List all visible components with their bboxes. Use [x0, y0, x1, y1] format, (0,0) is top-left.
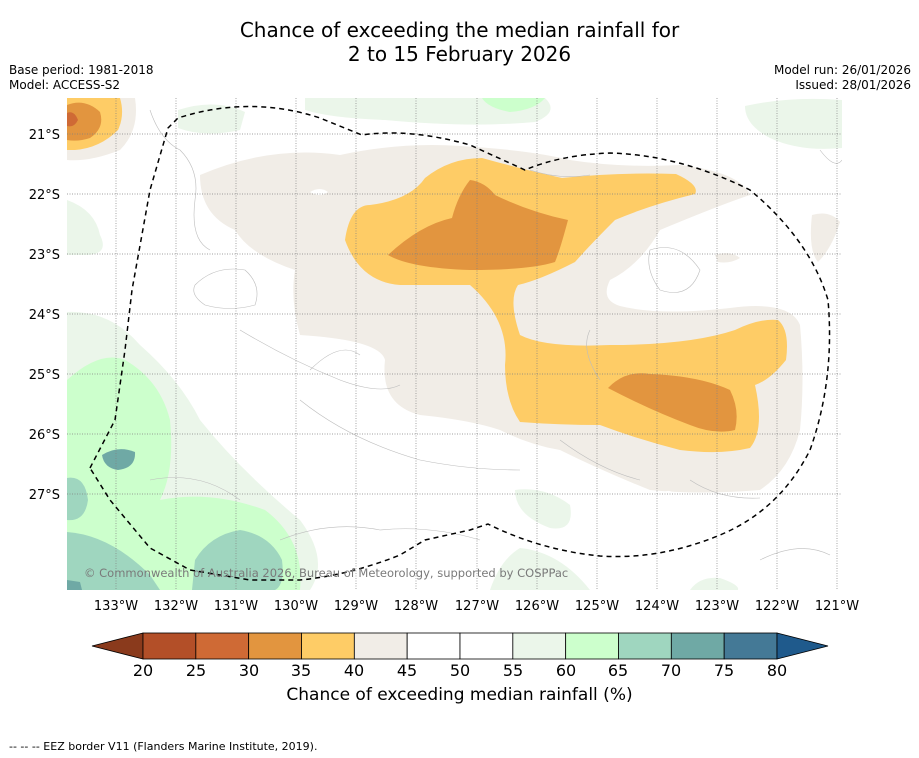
meta-left: Base period: 1981-2018 Model: ACCESS-S2	[9, 63, 154, 93]
eez-border	[89, 105, 831, 581]
orange-deep-spot-west	[67, 112, 78, 127]
colorbar-high-extension	[776, 632, 829, 660]
beige-region-east	[810, 213, 840, 262]
map-title: Chance of exceeding the median rainfall …	[0, 18, 919, 66]
latitude-labels: 21°S 22°S 23°S 24°S 25°S 26°S 27°S	[29, 128, 60, 503]
colorbar-tick: 45	[397, 661, 417, 680]
copyright-notice: © Commonwealth of Australia 2026, Bureau…	[84, 566, 568, 580]
lon-label: 125°W	[575, 599, 619, 614]
colorbar-cell	[195, 632, 250, 660]
lon-label: 121°W	[815, 599, 859, 614]
colorbar-tick: 35	[291, 661, 311, 680]
colorbar-cell	[406, 632, 461, 660]
beige-region-patch	[715, 253, 740, 263]
colorbar-tick: 25	[186, 661, 206, 680]
lat-label: 26°S	[29, 428, 60, 443]
colorbar-tick: 55	[503, 661, 523, 680]
colorbar-tick: 30	[239, 661, 259, 680]
colorbar-tick: 80	[767, 661, 787, 680]
base-period: Base period: 1981-2018	[9, 63, 154, 77]
green-pale-region-west	[67, 200, 103, 255]
lat-label: 21°S	[29, 128, 60, 143]
graticule	[67, 98, 842, 590]
meta-right: Model run: 26/01/2026 Issued: 28/01/2026	[774, 63, 911, 93]
colorbar-tick: 60	[556, 661, 576, 680]
eez-legend-note: -- -- -- EEZ border V11 (Flanders Marine…	[9, 740, 318, 753]
colorbar-cell	[142, 632, 197, 660]
contour-lines	[149, 109, 842, 561]
lat-label: 22°S	[29, 188, 60, 203]
teal-light-region-2	[67, 532, 160, 590]
colorbar-cell	[353, 632, 408, 660]
colorbar: 20 25 30 35 40 45 50 55 60 65 70 75 80	[91, 632, 829, 680]
lon-label: 124°W	[635, 599, 679, 614]
colorbar-tick: 70	[661, 661, 681, 680]
orange-dark-region-west	[67, 102, 102, 141]
colorbar-cell	[459, 632, 514, 660]
colorbar-low-extension	[91, 632, 144, 660]
title-line-1: Chance of exceeding the median rainfall …	[239, 18, 680, 42]
lon-label: 132°W	[154, 599, 198, 614]
colorbar-tick: 40	[344, 661, 364, 680]
lat-label: 24°S	[29, 308, 60, 323]
colorbar-tick-labels: 20 25 30 35 40 45 50 55 60 65 70 75 80	[133, 661, 787, 680]
colorbar-cells	[142, 632, 778, 660]
lat-label: 25°S	[29, 368, 60, 383]
green-light-region-top	[482, 98, 545, 112]
title-line-2: 2 to 15 February 2026	[347, 42, 572, 66]
colorbar-cell	[512, 632, 567, 660]
green-pale-region-northeast	[745, 98, 842, 149]
issued-date: Issued: 28/01/2026	[795, 78, 911, 92]
model-name: Model: ACCESS-S2	[9, 78, 121, 92]
colorbar-tick: 20	[133, 661, 153, 680]
model-run: Model run: 26/01/2026	[773, 63, 911, 77]
teal-mid-region-2	[67, 580, 82, 590]
lon-label: 128°W	[394, 599, 438, 614]
lon-label: 126°W	[515, 599, 559, 614]
orange-dark-region-south	[608, 373, 737, 432]
longitude-labels: 133°W 132°W 131°W 130°W 129°W 128°W 127°…	[94, 599, 859, 614]
colorbar-tick: 50	[450, 661, 470, 680]
probability-contours	[67, 98, 842, 590]
white-hole-1	[310, 189, 328, 195]
colorbar-cell	[723, 632, 778, 660]
lat-label: 27°S	[29, 488, 60, 503]
lon-label: 122°W	[755, 599, 799, 614]
teal-light-region-3	[192, 530, 283, 590]
orange-dark-region-north	[388, 180, 568, 270]
colorbar-tick: 65	[608, 661, 628, 680]
colorbar-cell	[565, 632, 619, 660]
colorbar-cell	[618, 632, 672, 660]
green-pale-region-north	[178, 104, 245, 134]
colorbar-label: Chance of exceeding median rainfall (%)	[286, 685, 633, 705]
lon-label: 123°W	[695, 599, 739, 614]
colorbar-cell	[670, 632, 725, 660]
green-pale-region-southeast	[490, 548, 590, 590]
colorbar-tick: 75	[714, 661, 734, 680]
lon-label: 129°W	[334, 599, 378, 614]
white-hole-2	[663, 490, 675, 497]
lon-label: 133°W	[94, 599, 138, 614]
lon-label: 127°W	[455, 599, 499, 614]
lat-label: 23°S	[29, 248, 60, 263]
teal-mid-region-1	[102, 449, 136, 470]
green-pale-region-se-corner	[690, 577, 739, 590]
colorbar-cell	[301, 632, 355, 660]
lon-label: 130°W	[274, 599, 318, 614]
colorbar-cell	[248, 632, 302, 660]
green-pale-region-south	[515, 489, 571, 529]
teal-light-region-1	[67, 477, 88, 521]
lon-label: 131°W	[214, 599, 258, 614]
